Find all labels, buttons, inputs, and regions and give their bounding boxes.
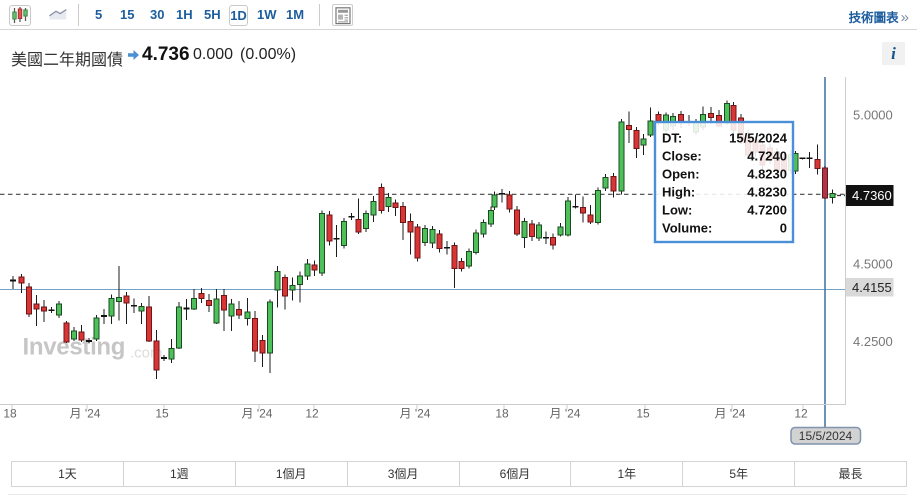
svg-text:0: 0	[780, 221, 787, 236]
svg-text:Open:: Open:	[662, 167, 700, 182]
svg-text:DT:: DT:	[662, 131, 682, 146]
svg-text:18: 18	[495, 407, 509, 421]
svg-text:4.7240: 4.7240	[747, 149, 787, 164]
svg-text:4.4155: 4.4155	[852, 280, 892, 295]
svg-text:Close:: Close:	[662, 149, 702, 164]
svg-text:High:: High:	[662, 185, 695, 200]
svg-text:月 '24: 月 '24	[70, 407, 101, 421]
svg-text:15/5/2024: 15/5/2024	[799, 429, 853, 443]
svg-text:月 '24: 月 '24	[715, 407, 746, 421]
svg-text:Low:: Low:	[662, 203, 692, 218]
svg-text:4.5000: 4.5000	[853, 257, 893, 272]
svg-text:4.7360: 4.7360	[852, 188, 892, 203]
svg-text:4.8230: 4.8230	[747, 167, 787, 182]
svg-text:4.2500: 4.2500	[853, 334, 893, 349]
svg-text:月 '24: 月 '24	[400, 407, 431, 421]
svg-text:15: 15	[155, 407, 169, 421]
svg-text:4.7200: 4.7200	[747, 203, 787, 218]
svg-text:15/5/2024: 15/5/2024	[729, 131, 788, 146]
svg-text:月 '24: 月 '24	[550, 407, 581, 421]
svg-text:Volume:: Volume:	[662, 221, 712, 236]
svg-text:5.0000: 5.0000	[853, 108, 893, 123]
svg-text:4.8230: 4.8230	[747, 185, 787, 200]
svg-text:月 '24: 月 '24	[242, 407, 273, 421]
svg-text:18: 18	[3, 407, 17, 421]
svg-text:15: 15	[636, 407, 650, 421]
svg-text:12: 12	[794, 407, 808, 421]
svg-text:12: 12	[305, 407, 319, 421]
